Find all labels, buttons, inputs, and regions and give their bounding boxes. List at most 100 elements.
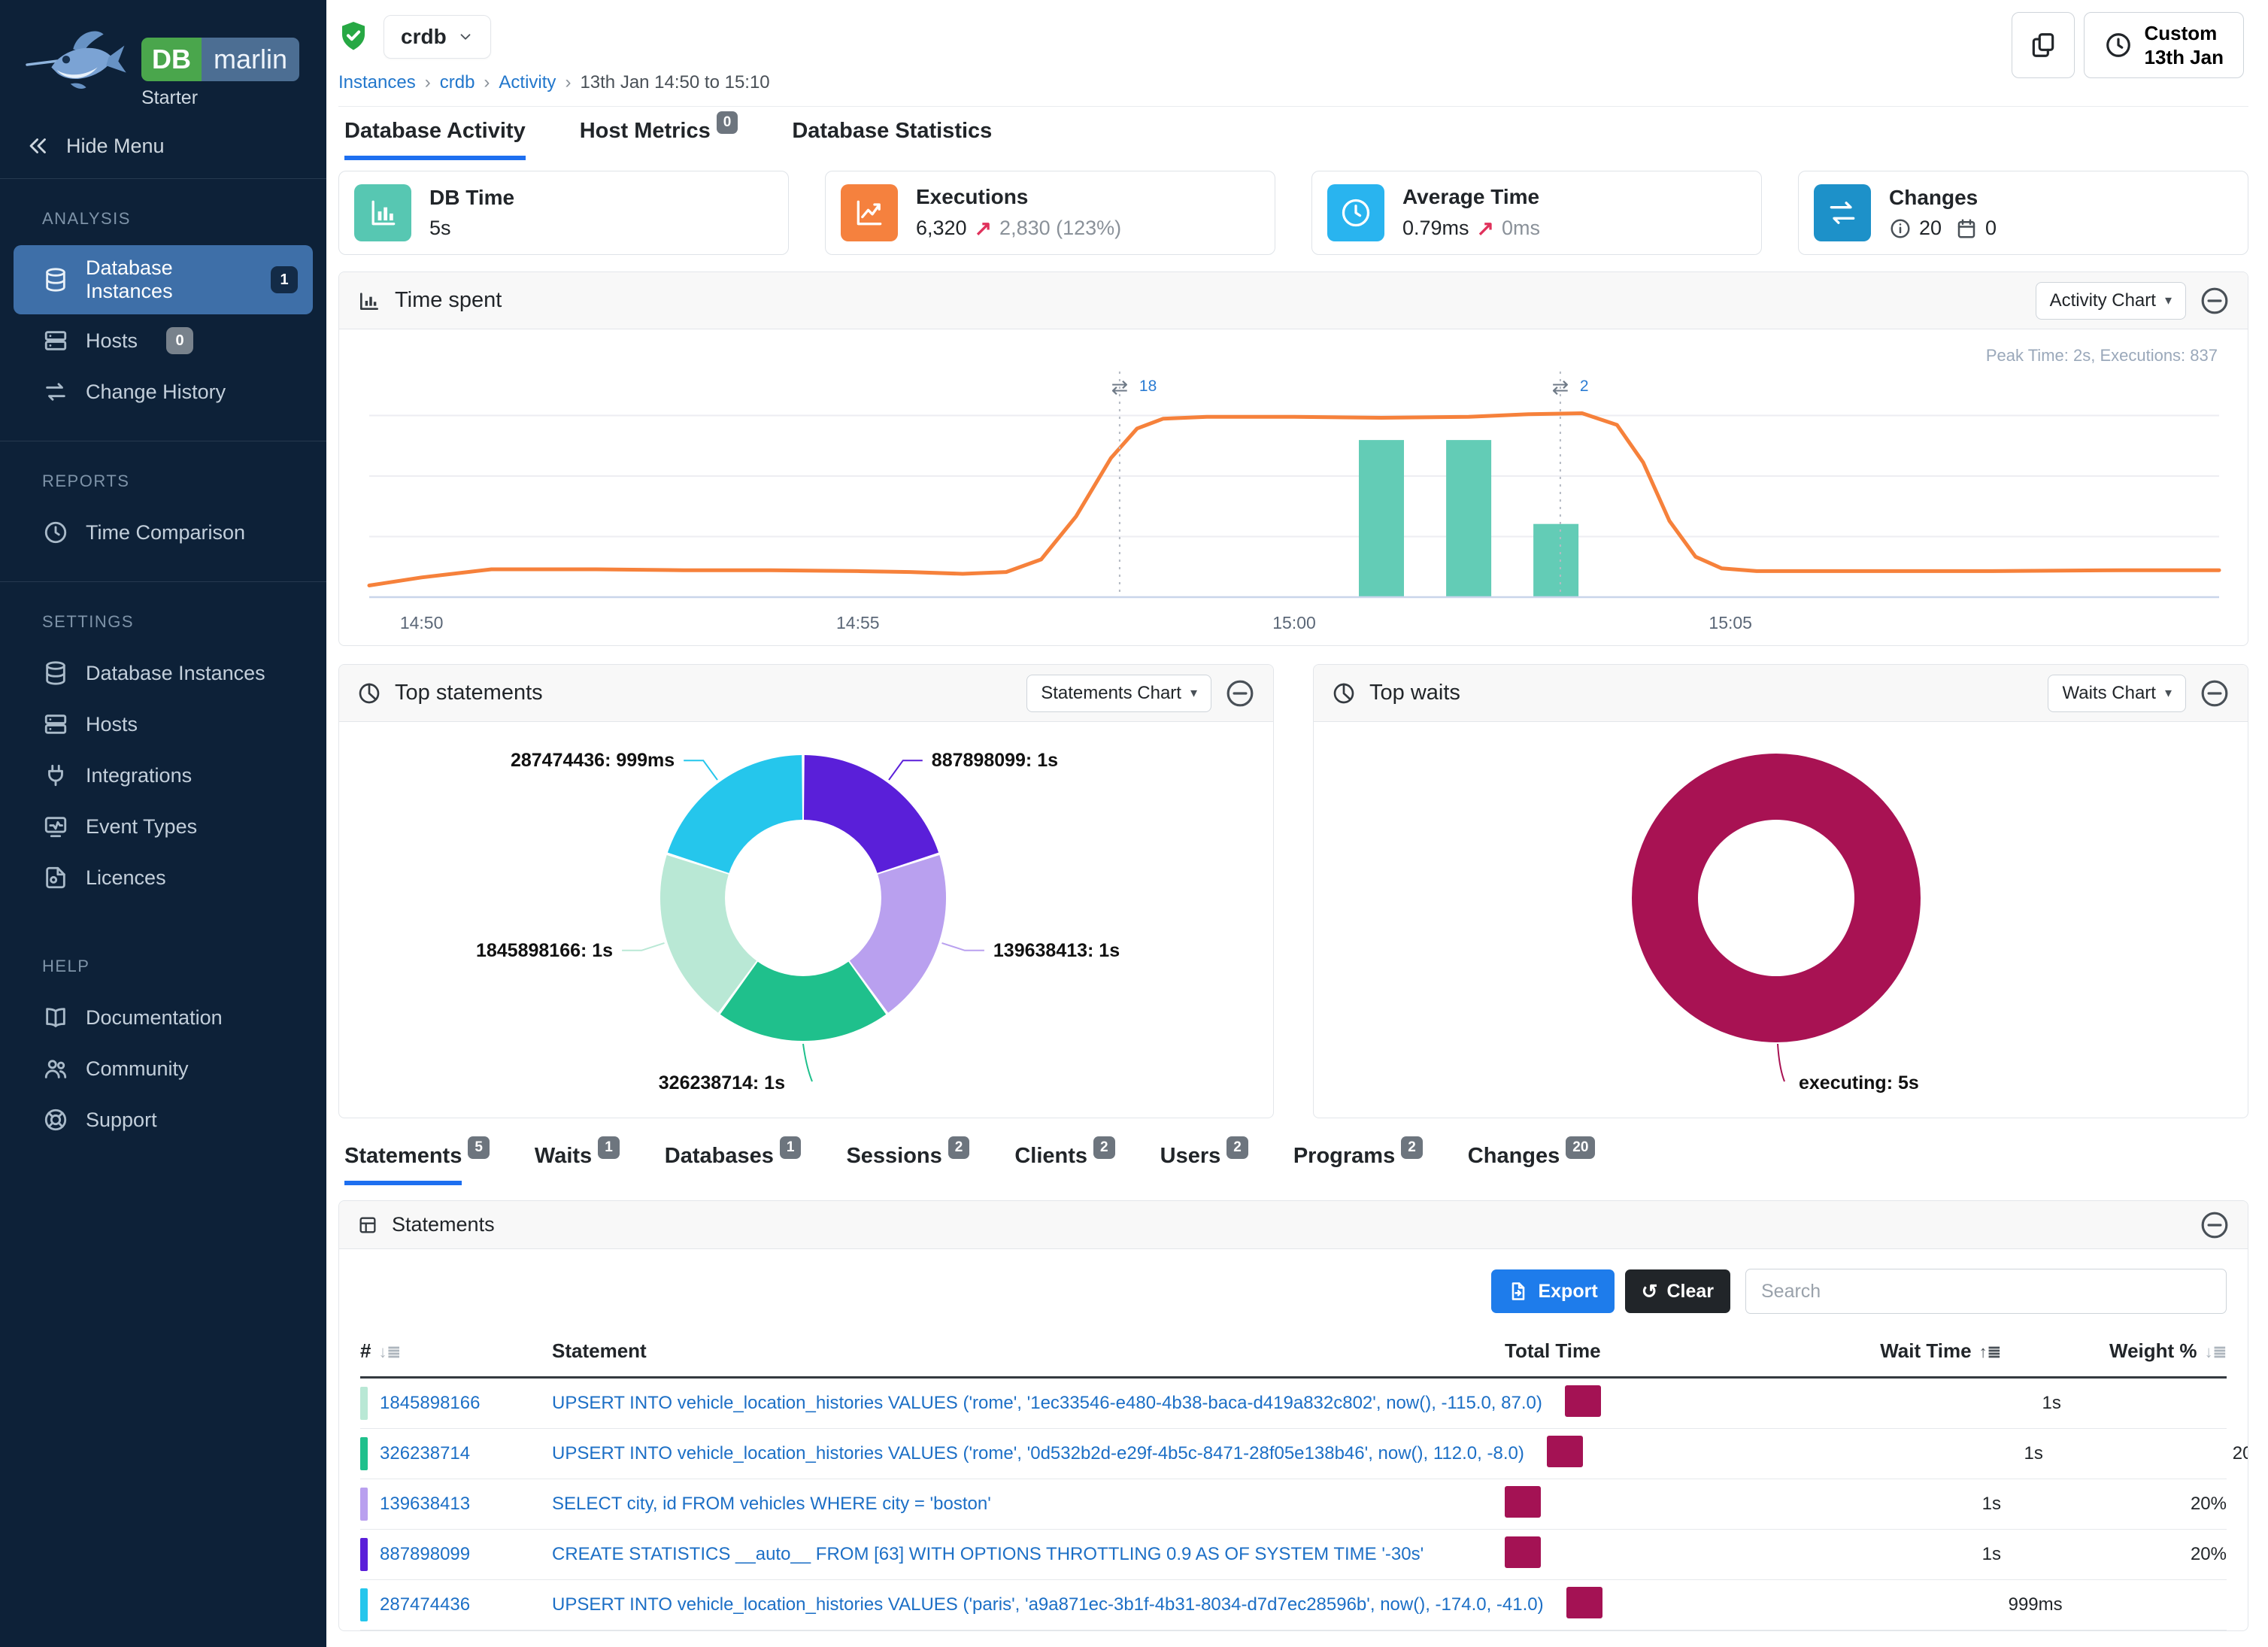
col-rank[interactable]: # ↓≣: [360, 1339, 401, 1362]
donut-slice-887898099: [804, 755, 939, 873]
detail-tab-databases[interactable]: Databases 1: [665, 1136, 802, 1185]
count-badge: 2: [948, 1136, 970, 1159]
detail-tab-statements[interactable]: Statements 5: [344, 1136, 490, 1185]
sidebar-item-label: Database Instances: [86, 256, 173, 302]
detail-tab-clients[interactable]: Clients 2: [1014, 1136, 1115, 1185]
time-range-date: 13th Jan: [2144, 46, 2224, 68]
sidebar-item-documentation[interactable]: Documentation: [14, 993, 313, 1042]
instance-selector[interactable]: crdb: [384, 15, 491, 59]
sidebar-item-event-types[interactable]: Event Types: [14, 802, 313, 851]
breadcrumb-link-activity[interactable]: Activity: [499, 72, 556, 93]
sidebar-section-analysis: ANALYSIS Database Instances 1 Hosts 0 Ch…: [0, 178, 326, 441]
statement-id-link[interactable]: 887898099: [380, 1544, 471, 1564]
time-range-button[interactable]: Custom 13th Jan: [2083, 12, 2244, 78]
tab-label: Changes: [1467, 1144, 1560, 1168]
sidebar-section-reports: REPORTS Time Comparison: [0, 441, 326, 581]
top-waits-header: Top waits Waits Chart ▾: [1314, 665, 2248, 722]
card-value: 6,320 ↗ 2,830 (123%): [916, 216, 1121, 241]
search-input[interactable]: [1745, 1269, 2227, 1314]
sidebar-item-hosts[interactable]: Hosts: [14, 699, 313, 749]
tab-database-activity[interactable]: Database Activity: [344, 119, 526, 160]
clock-icon: [2106, 33, 2130, 57]
time-spent-title: Time spent: [395, 288, 502, 312]
detail-tabs: Statements 5 Waits 1 Databases 1 Session…: [338, 1136, 2248, 1185]
change-marker-count: 18: [1139, 378, 1157, 395]
copy-link-button[interactable]: [2011, 12, 2075, 78]
sidebar-item-support[interactable]: Support: [14, 1095, 313, 1145]
main-tabs: Database Activity Host Metrics 0 Databas…: [338, 111, 2248, 160]
col-wait-time[interactable]: Wait Time ↑≣: [1880, 1339, 2001, 1362]
statement-sql-link[interactable]: UPSERT INTO vehicle_location_histories V…: [552, 1393, 1542, 1413]
minus-circle-icon: [1226, 680, 1254, 706]
sidebar-item-integrations[interactable]: Integrations: [14, 751, 313, 800]
detail-tab-programs[interactable]: Programs 2: [1293, 1136, 1423, 1185]
statement-id-link[interactable]: 139638413: [380, 1494, 471, 1514]
detail-tab-sessions[interactable]: Sessions 2: [846, 1136, 970, 1185]
statement-sql-link[interactable]: UPSERT INTO vehicle_location_histories V…: [552, 1443, 1524, 1463]
statement-id-link[interactable]: 287474436: [380, 1594, 471, 1615]
database-icon: [42, 266, 69, 293]
detail-tab-waits[interactable]: Waits 1: [535, 1136, 620, 1185]
collapse-panel-button[interactable]: [2200, 286, 2230, 316]
col-total-time[interactable]: Total Time: [1505, 1339, 1601, 1362]
tab-database-statistics[interactable]: Database Statistics: [792, 119, 992, 160]
top-statements-header: Top statements Statements Chart ▾: [339, 665, 1273, 722]
sidebar-item-label: Community: [86, 1057, 189, 1080]
col-weight[interactable]: Weight % ↓≣: [2109, 1339, 2227, 1362]
table-row: 287474436 UPSERT INTO vehicle_location_h…: [360, 1580, 2227, 1630]
statements-chart-select[interactable]: Statements Chart ▾: [1026, 674, 1211, 712]
tab-label: Users: [1160, 1144, 1221, 1168]
undo-icon: ↺: [1641, 1280, 1658, 1303]
collapse-panel-button[interactable]: [2200, 678, 2230, 708]
collapse-panel-button[interactable]: [1225, 678, 1255, 708]
donut-slice-executing: [1632, 754, 1921, 1042]
top-waits-title: Top waits: [1369, 681, 1460, 705]
sidebar-item-database-instances[interactable]: Database Instances 1: [14, 245, 313, 314]
sidebar-item-time-comparison[interactable]: Time Comparison: [14, 508, 313, 557]
plug-icon: [42, 762, 69, 789]
statement-color-chip: [360, 1387, 368, 1420]
tab-host-metrics[interactable]: Host Metrics 0: [580, 111, 738, 160]
swap-icon: [42, 378, 69, 405]
table-row: 1845898166 UPSERT INTO vehicle_location_…: [360, 1379, 2227, 1429]
table-row: 887898099 CREATE STATISTICS __auto__ FRO…: [360, 1530, 2227, 1580]
detail-tab-users[interactable]: Users 2: [1160, 1136, 1248, 1185]
statement-id-link[interactable]: 1845898166: [380, 1393, 481, 1413]
statement-id-link[interactable]: 326238714: [380, 1443, 471, 1463]
detail-tab-changes[interactable]: Changes 20: [1467, 1136, 1596, 1185]
statement-sql-link[interactable]: CREATE STATISTICS __auto__ FROM [63] WIT…: [552, 1544, 1424, 1564]
statement-sql-link[interactable]: SELECT city, id FROM vehicles WHERE city…: [552, 1494, 991, 1514]
card-delta: 2,830 (123%): [999, 217, 1122, 239]
time-spent-header: Time spent Activity Chart ▾: [339, 272, 2248, 329]
caret-down-icon: ▾: [2164, 685, 2172, 700]
col-statement[interactable]: Statement: [552, 1339, 647, 1362]
sidebar-item-licences[interactable]: Licences: [14, 853, 313, 902]
swap-icon: [1814, 184, 1871, 241]
hide-menu-button[interactable]: Hide Menu: [0, 117, 326, 178]
card-average-time: Average Time 0.79ms ↗ 0ms: [1311, 171, 1762, 255]
sidebar-item-database-instances[interactable]: Database Instances: [14, 648, 313, 698]
total-time-bar: [1505, 1536, 1541, 1568]
count-badge: 1: [271, 266, 298, 293]
export-button[interactable]: Export: [1491, 1269, 1615, 1313]
pie-chart-icon: [1333, 683, 1354, 703]
activity-chart-select[interactable]: Activity Chart ▾: [2035, 281, 2186, 320]
clear-button[interactable]: ↺ Clear: [1624, 1269, 1730, 1313]
sidebar-item-community[interactable]: Community: [14, 1044, 313, 1093]
metric-cards: DB Time 5s Executions 6,320 ↗ 2,830 (123%)…: [338, 171, 2248, 255]
statement-sql-link[interactable]: UPSERT INTO vehicle_location_histories V…: [552, 1594, 1544, 1615]
count-badge: 1: [598, 1136, 620, 1159]
breadcrumb-link-crdb[interactable]: crdb: [439, 72, 475, 93]
licence-icon: [42, 864, 69, 891]
sidebar-item-hosts[interactable]: Hosts 0: [14, 316, 313, 365]
sidebar-item-change-history[interactable]: Change History: [14, 367, 313, 417]
waits-chart-select[interactable]: Waits Chart ▾: [2048, 674, 2186, 712]
waits-chart-select-label: Waits Chart: [2062, 682, 2156, 703]
sidebar-section-title: HELP: [42, 957, 90, 975]
breadcrumb-link-instances[interactable]: Instances: [338, 72, 416, 93]
people-icon: [42, 1055, 69, 1082]
donut-label: 287474436: 999ms: [511, 750, 675, 771]
collapse-panel-button[interactable]: [2200, 1210, 2230, 1240]
x-axis-tick: 14:55: [836, 613, 880, 632]
change-marker-icon: ⇄: [1552, 376, 1569, 399]
